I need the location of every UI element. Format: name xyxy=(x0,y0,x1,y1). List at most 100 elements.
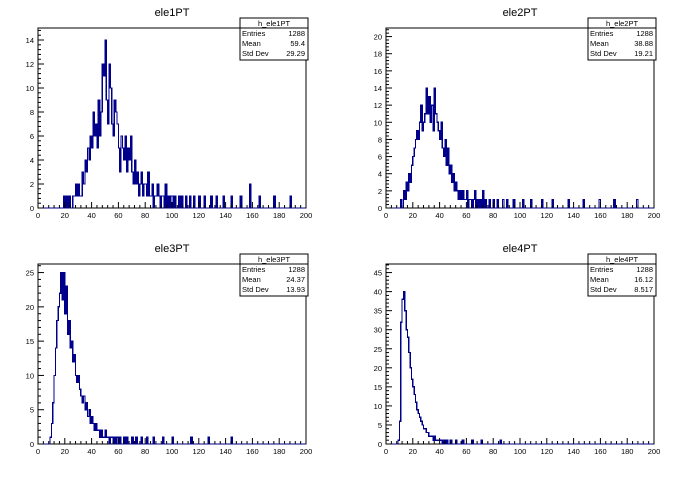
x-tick-label: 40 xyxy=(87,211,95,220)
y-tick-label: 10 xyxy=(26,371,34,380)
y-tick-label: 12 xyxy=(26,60,34,69)
stats-box-name: h_ele2PT xyxy=(606,19,639,28)
stats-label: Mean xyxy=(242,275,261,284)
x-tick-label: 120 xyxy=(193,211,206,220)
x-tick-label: 40 xyxy=(87,447,95,456)
x-tick-label: 160 xyxy=(594,211,607,220)
x-tick-label: 180 xyxy=(621,447,634,456)
stats-value: 29.29 xyxy=(286,49,305,58)
y-tick-label: 40 xyxy=(374,288,382,297)
histogram-series xyxy=(38,271,306,445)
y-tick-label: 30 xyxy=(374,326,382,335)
x-tick-label: 100 xyxy=(166,447,179,456)
stats-value: 59.4 xyxy=(290,39,305,48)
x-tick-label: 100 xyxy=(166,211,179,220)
x-tick-label: 120 xyxy=(541,447,554,456)
x-tick-label: 140 xyxy=(219,211,232,220)
x-tick-label: 20 xyxy=(61,447,69,456)
chart-title: ele2PT xyxy=(503,7,538,19)
x-tick-label: 200 xyxy=(300,447,313,456)
x-tick-label: 60 xyxy=(114,211,122,220)
x-tick-label: 60 xyxy=(462,447,470,456)
stats-label: Std Dev xyxy=(590,285,617,294)
stats-box-frame xyxy=(587,253,657,297)
y-tick-label: 14 xyxy=(26,36,34,45)
stats-label: Mean xyxy=(242,39,261,48)
x-tick-label: 140 xyxy=(567,211,580,220)
histogram-series xyxy=(386,87,654,209)
stats-value: 1288 xyxy=(636,29,653,38)
x-tick-label: 160 xyxy=(246,211,259,220)
x-tick-label: 140 xyxy=(567,447,580,456)
y-tick-label: 25 xyxy=(374,345,382,354)
x-tick-label: 20 xyxy=(409,447,417,456)
stats-box-frame xyxy=(239,253,309,297)
stats-box-frame xyxy=(239,17,309,61)
y-tick-label: 20 xyxy=(374,33,382,42)
chart-title: ele1PT xyxy=(155,7,190,19)
x-tick-label: 20 xyxy=(61,211,69,220)
y-tick-label: 2 xyxy=(378,187,382,196)
x-tick-label: 120 xyxy=(541,211,554,220)
x-tick-label: 0 xyxy=(36,447,40,456)
y-tick-label: 0 xyxy=(30,440,34,449)
x-tick-label: 200 xyxy=(300,211,313,220)
x-tick-label: 180 xyxy=(621,211,634,220)
x-tick-label: 160 xyxy=(594,447,607,456)
x-tick-label: 120 xyxy=(193,447,206,456)
y-tick-label: 16 xyxy=(374,67,382,76)
x-tick-label: 140 xyxy=(219,447,232,456)
stats-value: 1288 xyxy=(288,265,305,274)
y-tick-label: 4 xyxy=(30,156,34,165)
stats-box-name: h_ele3PT xyxy=(258,255,291,264)
stats-box-frame xyxy=(587,17,657,61)
y-tick-label: 4 xyxy=(378,170,382,179)
y-tick-label: 8 xyxy=(378,135,382,144)
stats-label: Std Dev xyxy=(242,49,269,58)
x-tick-label: 160 xyxy=(246,447,259,456)
histogram-panel: ele1PT 0 20 40 60 80 100 120 140 160 180 200 0 2 4 6 8 10… xyxy=(26,7,313,220)
stats-box-name: h_ele4PT xyxy=(606,255,639,264)
x-tick-label: 80 xyxy=(141,211,149,220)
x-tick-label: 0 xyxy=(384,211,388,220)
x-tick-label: 20 xyxy=(409,211,417,220)
x-tick-label: 100 xyxy=(514,211,527,220)
y-tick-label: 14 xyxy=(374,84,382,93)
y-tick-label: 10 xyxy=(26,84,34,93)
x-tick-label: 200 xyxy=(648,211,661,220)
histogram-series xyxy=(38,39,306,209)
stats-label: Entries xyxy=(590,29,614,38)
y-tick-label: 25 xyxy=(26,269,34,278)
x-tick-label: 60 xyxy=(462,211,470,220)
y-tick-label: 2 xyxy=(30,180,34,189)
x-tick-label: 40 xyxy=(435,211,443,220)
y-tick-label: 0 xyxy=(378,204,382,213)
y-tick-label: 15 xyxy=(26,337,34,346)
y-tick-label: 6 xyxy=(30,132,34,141)
x-tick-label: 180 xyxy=(273,211,286,220)
histogram-series xyxy=(386,290,654,445)
histogram-panel: ele3PT 0 20 40 60 80 100 120 140 160 180 200 0 5 10 15 2… xyxy=(26,243,313,456)
y-tick-label: 5 xyxy=(378,421,382,430)
x-tick-label: 180 xyxy=(273,447,286,456)
y-tick-label: 15 xyxy=(374,383,382,392)
stats-value: 13.93 xyxy=(286,285,305,294)
stats-label: Entries xyxy=(242,265,266,274)
stats-label: Mean xyxy=(590,39,609,48)
y-tick-label: 8 xyxy=(30,108,34,117)
histogram-panel: ele2PT 0 20 40 60 80 100 120 140 160 180 200 0 2 4 6 8 10… xyxy=(374,7,661,220)
stats-value: 1288 xyxy=(636,265,653,274)
x-tick-label: 60 xyxy=(114,447,122,456)
x-tick-label: 200 xyxy=(648,447,661,456)
stats-value: 38.88 xyxy=(634,39,653,48)
y-tick-label: 35 xyxy=(374,307,382,316)
stats-label: Std Dev xyxy=(590,49,617,58)
stats-label: Std Dev xyxy=(242,285,269,294)
stats-value: 24.37 xyxy=(286,275,305,284)
x-tick-label: 80 xyxy=(141,447,149,456)
